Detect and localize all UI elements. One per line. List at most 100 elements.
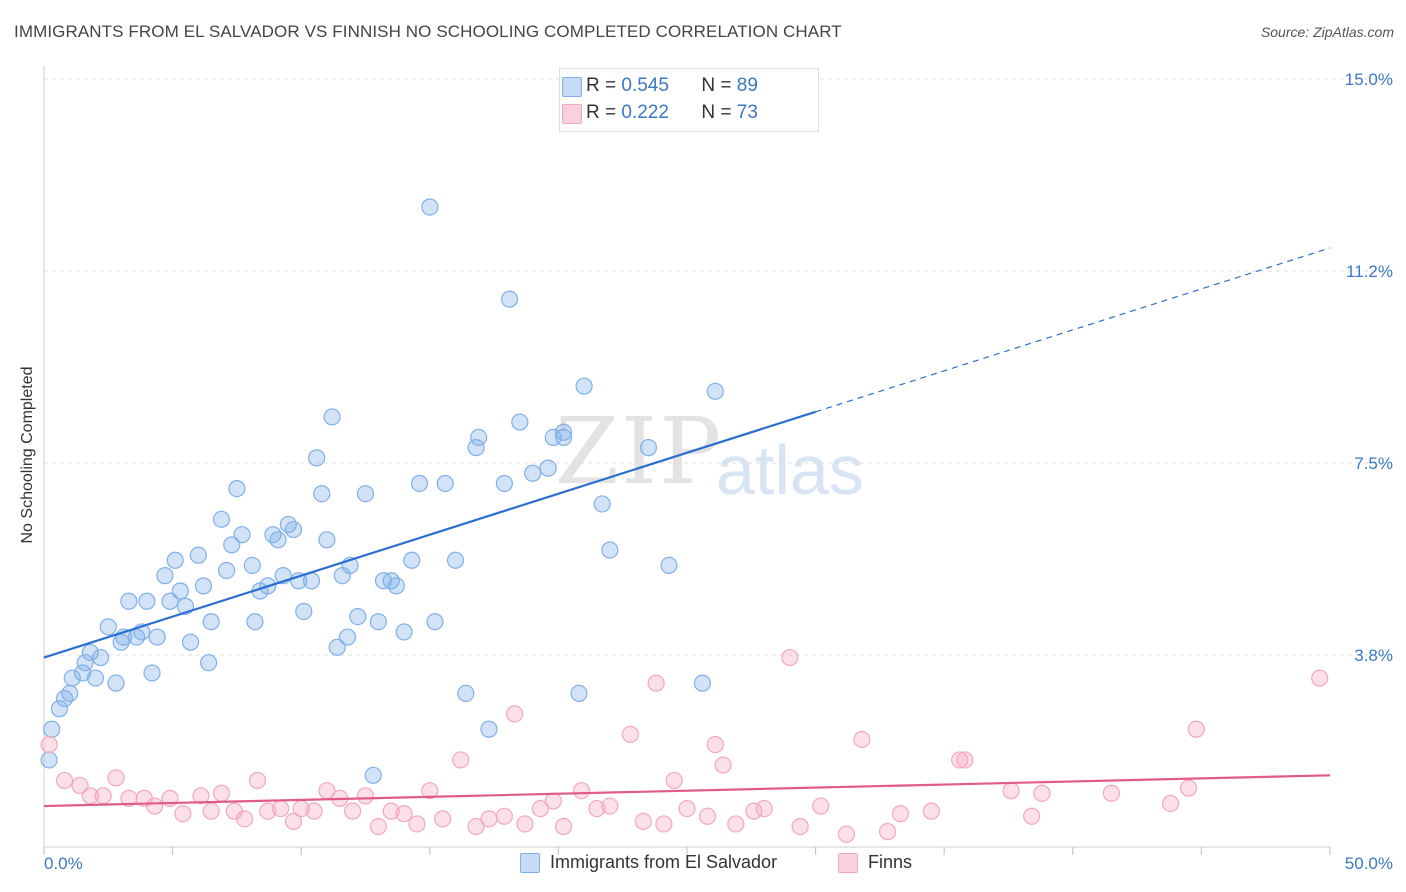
data-point-finns <box>647 674 665 692</box>
data-point-el-salvador <box>269 531 287 549</box>
data-point-finns <box>356 787 375 805</box>
data-point-el-salvador <box>421 198 439 216</box>
data-point-el-salvador <box>575 377 593 395</box>
data-point-el-salvador <box>61 684 79 703</box>
data-point-el-salvador <box>369 613 387 631</box>
data-point-el-salvador <box>223 536 241 554</box>
data-point-el-salvador <box>99 618 117 636</box>
data-point-finns <box>421 782 439 800</box>
data-point-finns <box>248 771 267 790</box>
data-point-el-salvador <box>338 628 357 646</box>
data-point-el-salvador <box>318 531 336 549</box>
data-point-finns <box>837 825 856 843</box>
data-point-finns <box>344 802 362 820</box>
legend-row-el-salvador: R = 0.545 N = 89 <box>562 74 758 98</box>
data-point-finns <box>601 797 619 815</box>
data-point-finns <box>572 782 591 800</box>
data-point-finns <box>727 815 745 833</box>
y-tick-label: 7.5% <box>1354 454 1393 473</box>
chart-title: IMMIGRANTS FROM EL SALVADOR VS FINNISH N… <box>14 22 842 41</box>
data-point-finns <box>853 730 871 749</box>
data-point-finns <box>698 807 717 825</box>
series-legend-el-salvador: Immigrants from El Salvador <box>520 852 777 873</box>
data-point-finns <box>382 802 400 820</box>
data-point-finns <box>40 735 58 754</box>
legend-r-label: R = <box>586 102 617 123</box>
legend-r-value: 0.545 <box>621 75 669 96</box>
data-point-finns <box>665 771 683 790</box>
data-point-finns <box>678 799 696 818</box>
data-point-el-salvador <box>91 648 110 667</box>
data-point-el-salvador <box>554 423 573 441</box>
data-point-finns <box>634 812 652 831</box>
data-point-el-salvador <box>495 474 513 493</box>
data-point-finns <box>956 751 974 769</box>
data-point-finns <box>516 815 534 833</box>
data-point-el-salvador <box>161 592 179 610</box>
data-point-finns <box>81 787 99 805</box>
legend-swatch-pink <box>562 104 582 124</box>
data-point-el-salvador <box>107 674 125 692</box>
data-point-el-salvador <box>202 613 220 631</box>
legend-n-label: N = <box>701 75 732 96</box>
data-point-el-salvador <box>387 577 405 595</box>
data-point-finns <box>544 792 562 810</box>
series-swatch-blue <box>520 852 540 873</box>
data-point-finns <box>655 815 673 833</box>
data-point-finns <box>480 810 498 828</box>
legend-r-label: R = <box>586 75 617 96</box>
data-point-el-salvador <box>328 638 346 656</box>
data-point-finns <box>369 817 387 836</box>
legend-n-value: 89 <box>736 75 758 96</box>
data-point-finns <box>1002 782 1020 800</box>
x-tick-label: 0.0% <box>44 854 83 873</box>
data-point-el-salvador <box>63 669 81 687</box>
data-point-el-salvador <box>554 428 573 446</box>
data-point-el-salvador <box>182 633 200 651</box>
data-point-el-salvador <box>313 485 331 503</box>
series-name: Finns <box>868 852 913 872</box>
data-point-el-salvador <box>356 485 375 503</box>
data-point-el-salvador <box>284 520 303 539</box>
data-point-finns <box>55 771 74 790</box>
data-point-el-salvador <box>436 474 454 493</box>
data-point-el-salvador <box>308 449 326 467</box>
data-point-finns <box>531 799 549 818</box>
data-point-el-salvador <box>364 766 382 784</box>
data-point-finns <box>755 799 773 818</box>
data-point-finns <box>408 815 426 833</box>
data-point-el-salvador <box>446 551 465 569</box>
data-point-el-salvador <box>660 556 678 575</box>
data-point-finns <box>1311 669 1329 687</box>
y-tick-label: 15.0% <box>1345 70 1393 89</box>
legend-r-value: 0.222 <box>621 102 669 123</box>
data-point-el-salvador <box>138 592 156 610</box>
trend-line-finns <box>43 774 1331 808</box>
data-point-finns <box>192 787 210 805</box>
data-point-el-salvador <box>470 428 488 446</box>
data-point-el-salvador <box>218 561 236 580</box>
data-point-finns <box>891 805 910 823</box>
source-label: Source: ZipAtlas.com <box>1260 24 1394 40</box>
data-point-el-salvador <box>43 720 61 738</box>
data-point-finns <box>1033 784 1051 802</box>
data-point-finns <box>1179 779 1198 797</box>
data-point-el-salvador <box>86 669 105 687</box>
data-point-el-salvador <box>323 408 341 426</box>
data-point-el-salvador <box>264 526 282 544</box>
data-point-finns <box>467 817 485 836</box>
data-point-finns <box>202 802 220 820</box>
data-point-finns <box>305 802 323 820</box>
data-point-finns <box>879 823 897 841</box>
data-point-el-salvador <box>539 459 557 477</box>
data-point-el-salvador <box>467 439 485 457</box>
data-point-el-salvador <box>570 684 588 703</box>
data-point-el-salvador <box>426 613 444 631</box>
trend-line-extension <box>815 247 1331 413</box>
data-point-el-salvador <box>395 623 413 641</box>
data-point-el-salvador <box>243 556 261 575</box>
data-point-finns <box>791 817 809 836</box>
data-point-finns <box>588 799 606 818</box>
data-point-el-salvador <box>156 567 174 585</box>
